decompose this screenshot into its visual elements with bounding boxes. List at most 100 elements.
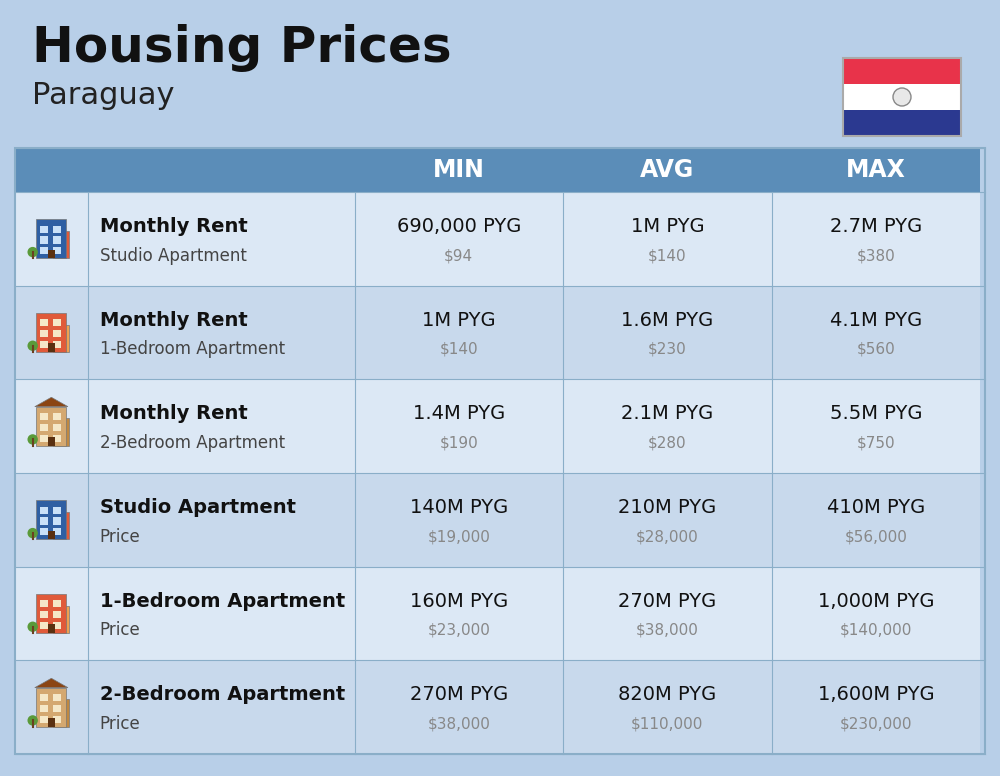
Text: $750: $750 — [857, 435, 895, 451]
Text: $38,000: $38,000 — [636, 623, 699, 638]
Bar — [53, 528, 61, 535]
Text: Price: Price — [100, 622, 140, 639]
Bar — [36, 313, 66, 352]
Bar — [15, 473, 88, 566]
Text: 270M PYG: 270M PYG — [410, 685, 508, 705]
Bar — [57, 518, 64, 524]
Text: Monthly Rent: Monthly Rent — [100, 311, 248, 330]
Bar — [53, 606, 69, 633]
Bar — [88, 148, 354, 192]
Bar — [563, 192, 772, 286]
Bar — [843, 110, 961, 136]
Text: 1.6M PYG: 1.6M PYG — [621, 311, 713, 330]
Text: Price: Price — [100, 528, 140, 546]
Bar — [772, 473, 980, 566]
Bar — [40, 237, 48, 244]
Bar — [88, 473, 354, 566]
Bar — [53, 694, 61, 701]
Bar — [15, 286, 88, 379]
Bar — [48, 437, 55, 445]
Text: 5.5M PYG: 5.5M PYG — [830, 404, 922, 424]
Text: 1-Bedroom Apartment: 1-Bedroom Apartment — [100, 341, 285, 359]
Bar — [48, 625, 55, 633]
Bar — [40, 319, 48, 326]
Bar — [772, 192, 980, 286]
Bar — [57, 529, 64, 534]
Bar — [772, 148, 980, 192]
Circle shape — [27, 341, 38, 351]
Bar — [53, 324, 69, 352]
Bar — [40, 424, 48, 431]
Text: Housing Prices: Housing Prices — [32, 24, 452, 72]
Text: 270M PYG: 270M PYG — [618, 592, 716, 611]
Text: $140,000: $140,000 — [840, 623, 912, 638]
Bar — [57, 331, 64, 336]
Bar — [40, 435, 48, 442]
Bar — [53, 424, 61, 431]
Bar — [53, 330, 61, 338]
Bar — [57, 248, 64, 253]
Bar — [88, 660, 354, 754]
Text: $38,000: $38,000 — [427, 716, 490, 732]
Bar — [48, 531, 55, 539]
Circle shape — [27, 622, 38, 632]
Text: 1.4M PYG: 1.4M PYG — [413, 404, 505, 424]
Bar — [36, 594, 66, 633]
Bar — [36, 407, 66, 445]
Bar — [53, 611, 61, 618]
Bar — [15, 566, 88, 660]
Bar — [563, 286, 772, 379]
Bar — [563, 566, 772, 660]
Bar — [53, 248, 61, 255]
Bar — [36, 501, 66, 539]
Text: 2.7M PYG: 2.7M PYG — [830, 217, 922, 236]
Bar — [354, 473, 563, 566]
Bar — [48, 718, 55, 726]
Bar — [354, 148, 563, 192]
Bar — [53, 601, 61, 608]
Text: 690,000 PYG: 690,000 PYG — [397, 217, 521, 236]
Bar — [88, 566, 354, 660]
Text: $230,000: $230,000 — [840, 716, 912, 732]
Bar — [15, 379, 88, 473]
Bar — [53, 705, 61, 712]
Bar — [48, 250, 55, 258]
Bar — [53, 319, 61, 326]
Text: 820M PYG: 820M PYG — [618, 685, 716, 705]
Text: $56,000: $56,000 — [844, 529, 907, 544]
Text: 410M PYG: 410M PYG — [827, 498, 925, 517]
Bar — [53, 518, 61, 525]
Text: $94: $94 — [444, 248, 473, 263]
Text: AVG: AVG — [640, 158, 694, 182]
Bar — [57, 612, 64, 617]
Bar — [15, 148, 88, 192]
Text: 1,600M PYG: 1,600M PYG — [818, 685, 934, 705]
Bar — [57, 622, 64, 628]
Bar — [88, 192, 354, 286]
Circle shape — [27, 715, 38, 726]
Text: Paraguay: Paraguay — [32, 81, 175, 110]
Text: MIN: MIN — [433, 158, 485, 182]
Text: Monthly Rent: Monthly Rent — [100, 217, 248, 236]
Bar — [57, 435, 64, 440]
Bar — [40, 611, 48, 618]
Polygon shape — [35, 397, 68, 407]
Text: $23,000: $23,000 — [427, 623, 490, 638]
Text: 160M PYG: 160M PYG — [410, 592, 508, 611]
Circle shape — [893, 88, 911, 106]
Text: $230: $230 — [648, 342, 687, 357]
Bar — [36, 220, 66, 258]
Text: $560: $560 — [856, 342, 895, 357]
Circle shape — [27, 247, 38, 258]
Polygon shape — [35, 678, 68, 688]
Bar — [40, 715, 48, 722]
Text: $19,000: $19,000 — [427, 529, 490, 544]
Bar — [57, 237, 64, 242]
Bar — [40, 601, 48, 608]
Text: $140: $140 — [648, 248, 687, 263]
Bar — [57, 706, 64, 711]
Bar — [563, 148, 772, 192]
Text: 4.1M PYG: 4.1M PYG — [830, 311, 922, 330]
Bar — [15, 148, 985, 754]
Bar — [40, 705, 48, 712]
